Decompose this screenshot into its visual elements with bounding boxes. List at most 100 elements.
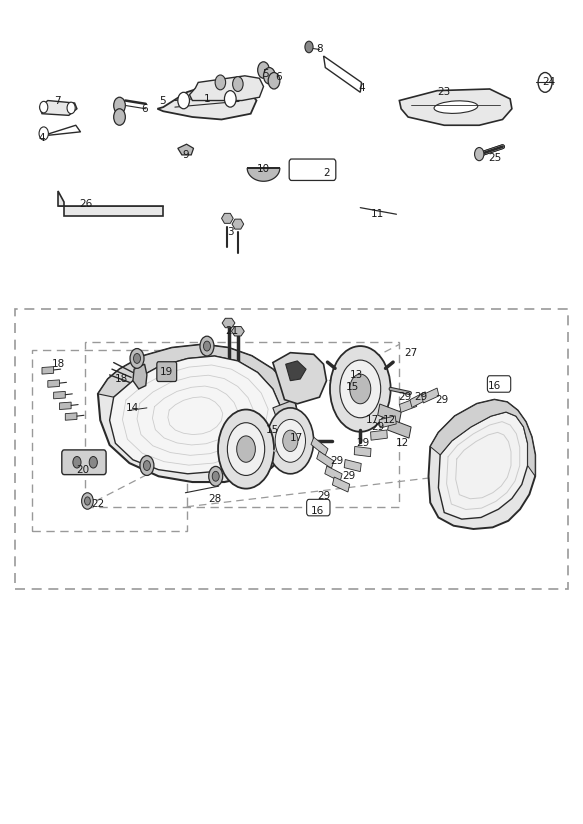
Circle shape [114, 109, 125, 125]
Text: 23: 23 [438, 87, 451, 97]
Text: 22: 22 [92, 499, 104, 509]
Polygon shape [317, 452, 334, 468]
Circle shape [258, 62, 269, 78]
Circle shape [178, 92, 189, 109]
Circle shape [268, 73, 280, 89]
FancyBboxPatch shape [157, 362, 177, 382]
Text: 24: 24 [543, 77, 556, 87]
Text: 11: 11 [371, 209, 384, 219]
Circle shape [283, 430, 298, 452]
Text: 18: 18 [115, 374, 128, 384]
Polygon shape [98, 344, 298, 430]
FancyBboxPatch shape [62, 450, 106, 475]
Circle shape [85, 497, 90, 505]
Text: 19: 19 [160, 368, 173, 377]
Polygon shape [110, 356, 281, 474]
Polygon shape [273, 353, 326, 404]
Circle shape [114, 97, 125, 114]
Polygon shape [286, 361, 306, 381]
Polygon shape [344, 460, 361, 471]
Text: 4: 4 [38, 133, 45, 143]
Text: 10: 10 [257, 164, 270, 174]
Circle shape [82, 493, 93, 509]
Polygon shape [40, 101, 77, 115]
Polygon shape [222, 213, 233, 223]
Circle shape [340, 360, 381, 418]
Text: 3: 3 [227, 227, 234, 237]
Polygon shape [133, 364, 147, 389]
Polygon shape [178, 144, 194, 155]
Text: 29: 29 [371, 422, 384, 432]
Text: 26: 26 [80, 199, 93, 209]
Polygon shape [98, 344, 298, 482]
Polygon shape [438, 412, 528, 519]
Polygon shape [410, 392, 427, 407]
Text: 27: 27 [405, 348, 417, 358]
Circle shape [143, 461, 150, 471]
Polygon shape [273, 400, 298, 438]
Text: 29: 29 [415, 392, 427, 402]
Polygon shape [232, 219, 244, 229]
Text: 29: 29 [436, 395, 448, 405]
Text: 13: 13 [350, 370, 363, 380]
Circle shape [215, 75, 226, 90]
Text: 9: 9 [182, 150, 189, 160]
Polygon shape [65, 413, 77, 420]
Text: 29: 29 [399, 392, 412, 402]
Circle shape [350, 374, 371, 404]
Polygon shape [222, 318, 235, 328]
Circle shape [203, 341, 210, 351]
Text: 16: 16 [311, 506, 324, 516]
Circle shape [267, 408, 314, 474]
Circle shape [237, 436, 255, 462]
Circle shape [67, 102, 75, 114]
Circle shape [209, 466, 223, 486]
Polygon shape [54, 391, 65, 399]
Polygon shape [157, 87, 257, 119]
Text: 17: 17 [366, 415, 378, 425]
Bar [15, 309, 568, 589]
Bar [85, 342, 399, 507]
Circle shape [73, 456, 81, 468]
Polygon shape [332, 477, 350, 492]
Text: 21: 21 [226, 326, 238, 336]
Circle shape [330, 346, 391, 432]
Polygon shape [311, 438, 328, 456]
Circle shape [40, 101, 48, 113]
Text: 29: 29 [356, 438, 369, 448]
Polygon shape [422, 388, 439, 403]
Text: 14: 14 [127, 403, 139, 413]
Circle shape [212, 471, 219, 481]
Text: 2: 2 [323, 168, 330, 178]
Polygon shape [48, 380, 59, 387]
Polygon shape [42, 367, 54, 374]
Text: 17: 17 [290, 433, 303, 443]
Text: 16: 16 [488, 381, 501, 391]
Text: 20: 20 [76, 465, 89, 475]
Bar [32, 350, 187, 531]
Circle shape [224, 91, 236, 107]
Text: 29: 29 [317, 491, 330, 501]
Circle shape [233, 77, 243, 91]
Polygon shape [325, 466, 342, 481]
Polygon shape [379, 416, 396, 428]
Circle shape [475, 147, 484, 161]
Text: 1: 1 [203, 94, 210, 104]
Circle shape [130, 349, 144, 368]
Circle shape [227, 423, 265, 475]
Text: 4: 4 [358, 83, 365, 93]
Polygon shape [388, 419, 411, 438]
Text: 5: 5 [262, 69, 269, 79]
Circle shape [39, 127, 48, 140]
Polygon shape [59, 402, 71, 410]
Polygon shape [58, 191, 163, 216]
Ellipse shape [434, 101, 477, 114]
Circle shape [264, 68, 275, 84]
Text: 7: 7 [54, 96, 61, 106]
Circle shape [89, 456, 97, 468]
FancyBboxPatch shape [307, 499, 330, 516]
FancyBboxPatch shape [487, 376, 511, 392]
Text: 5: 5 [159, 96, 166, 106]
Text: 12: 12 [383, 415, 396, 425]
Circle shape [305, 41, 313, 53]
